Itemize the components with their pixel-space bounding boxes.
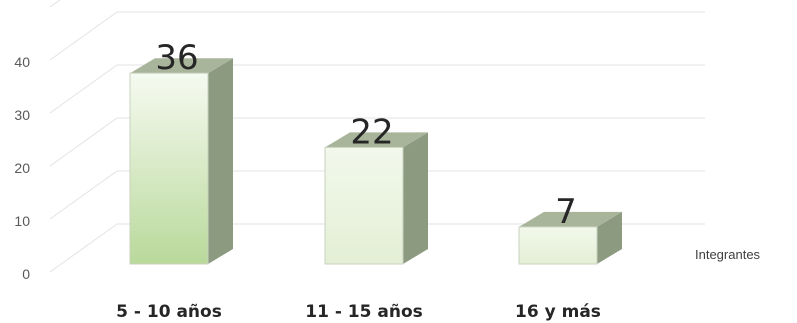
y-tick-label: 40	[14, 54, 30, 70]
bar-top	[325, 132, 428, 148]
y-tick-label: 20	[14, 160, 30, 176]
labels: 36 5 - 10 años 22 11 - 15 años 7 16 y más Inte…	[116, 38, 760, 322]
category-label: 16 y más	[515, 302, 601, 322]
y-tick-label: 10	[14, 213, 30, 229]
y-tick-label: 30	[14, 107, 30, 123]
bar	[129, 58, 233, 265]
bar-side	[597, 211, 622, 264]
gridline	[49, 0, 61, 8]
bar-top	[130, 58, 233, 74]
category-label: 11 - 15 años	[305, 302, 423, 322]
y-tick-label: 0	[22, 266, 30, 282]
bar	[518, 211, 622, 265]
bar-top	[519, 211, 622, 227]
bar-side	[208, 58, 233, 265]
bar-front	[324, 146, 404, 265]
bar-side	[403, 132, 428, 264]
series-label: Integrantes	[695, 247, 761, 262]
data-label: 7	[555, 192, 577, 232]
data-label: 22	[350, 112, 393, 152]
bars	[129, 58, 622, 265]
bar	[324, 132, 428, 265]
data-label: 36	[155, 38, 198, 78]
gridline	[49, 11, 705, 61]
y-axis-ticks: 0 10 20 30 40	[14, 54, 30, 282]
bar-front	[518, 226, 598, 265]
category-label: 5 - 10 años	[116, 302, 222, 322]
bar-front	[129, 72, 209, 265]
